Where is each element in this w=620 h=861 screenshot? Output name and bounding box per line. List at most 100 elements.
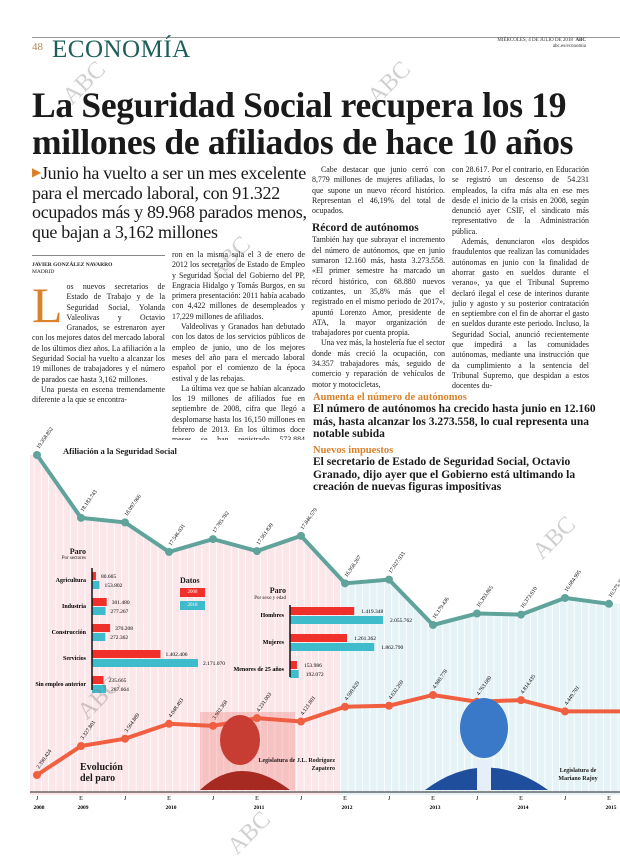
callout-kicker: Nuevos impuestos xyxy=(313,445,394,456)
sex-bar-value: 1.862.790 xyxy=(381,645,403,651)
sector-category: Sin empleo anterior xyxy=(35,682,86,688)
sex-chart-title: Paro xyxy=(269,586,286,595)
paragraph: Valdeolivas y Granados han debutado con … xyxy=(172,322,305,383)
paro-point xyxy=(429,690,437,699)
afiliacion-point xyxy=(253,547,261,556)
afiliacion-point xyxy=(473,609,481,618)
legislature-zapatero: Legislatura de J.L. Rodríguez Zapatero xyxy=(258,758,336,772)
sector-bar-value: 1.402.406 xyxy=(165,652,187,658)
column-4: con 28.617. Por el contrario, en Educaci… xyxy=(452,165,589,392)
sector-bar-value: 235.665 xyxy=(109,678,127,684)
sector-bar-value: 370.208 xyxy=(115,626,133,632)
place: MADRID xyxy=(32,269,55,275)
x-year-label: 2011 xyxy=(254,805,265,811)
paragraph: con 28.617. Por el contrario, en Educaci… xyxy=(452,165,589,236)
subhead: Récord de autónomos xyxy=(312,222,419,235)
zapatero-photo xyxy=(200,712,295,790)
sector-bar-2008 xyxy=(92,650,161,658)
paragraph: También hay que subrayar el incremento d… xyxy=(312,235,445,338)
legend-2018: 2018 xyxy=(180,601,205,610)
x-tick-label: E xyxy=(255,796,259,802)
sex-bar-value: 1.261.362 xyxy=(354,636,376,642)
byline: JAVIER GONZÁLEZ NAVARRO MADRID xyxy=(32,255,165,276)
sector-bar-2008 xyxy=(92,676,104,684)
sector-bar-2018 xyxy=(92,659,198,667)
sex-chart-subtitle: Por sexo y edad xyxy=(254,596,286,601)
sex-bar-value: 153.986 xyxy=(304,663,322,669)
sector-bar-value: 287.664 xyxy=(111,687,129,693)
rajoy-photo xyxy=(425,698,548,790)
sex-category: Menores de 25 años xyxy=(234,667,285,673)
x-year-label: 2009 xyxy=(78,805,89,811)
drop-cap: L xyxy=(32,277,63,333)
callout-kicker: Aumenta el número de autónomos xyxy=(313,392,467,403)
sector-chart-title: Paro xyxy=(69,547,86,556)
x-year-label: 2015 xyxy=(606,805,617,811)
sector-chart-subtitle: Por sectores xyxy=(61,556,86,561)
sector-bar-value: 272.362 xyxy=(110,635,128,641)
paro-point xyxy=(385,701,393,710)
x-tick-label: J xyxy=(212,796,215,802)
callout-text: El número de autónomos ha crecido hasta … xyxy=(313,403,596,440)
sex-bar-value: 192.072 xyxy=(306,672,324,678)
paro-point xyxy=(517,696,525,705)
paro-point xyxy=(33,771,41,779)
afiliacion-point xyxy=(341,579,349,588)
x-tick-label: J xyxy=(36,796,39,802)
sector-bar-2018 xyxy=(92,607,106,615)
sex-bar-2008 xyxy=(290,634,348,642)
afiliacion-point xyxy=(121,518,129,527)
web: abc.es/economia xyxy=(552,44,586,49)
afiliacion-point xyxy=(209,535,217,544)
x-tick-label: E xyxy=(431,796,435,802)
afiliacion-title: Afiliación a la Seguridad Social xyxy=(63,446,177,456)
paro-title: Evolución del paro xyxy=(80,762,123,784)
sector-category: Servicios xyxy=(63,656,87,662)
dateline: MIÉRCOLES, 4 DE JULIO DE 2018 ABC abc.es/… xyxy=(480,38,586,50)
legend-2008: 2008 xyxy=(180,588,205,597)
paro-point xyxy=(165,719,173,728)
column-3: Cabe destacar que junio cerró con 8,779 … xyxy=(312,165,445,390)
sex-bar-2008 xyxy=(290,661,297,669)
sex-category: Hombres xyxy=(260,613,284,619)
paragraph: Una puesta en escena tremendamente difer… xyxy=(32,384,165,405)
paro-point xyxy=(297,717,305,726)
sector-bar-value: 153.802 xyxy=(105,583,123,589)
sector-bar-2008 xyxy=(92,572,96,580)
sector-bar-value: 2.171.070 xyxy=(203,661,225,667)
x-tick-label: E xyxy=(343,796,347,802)
lead-text: Junio ha vuelto a ser un mes excelente p… xyxy=(32,163,307,242)
paro-point xyxy=(121,734,129,743)
headline: La Seguridad Social recupera los 19 mill… xyxy=(32,85,574,162)
paro-point xyxy=(209,721,217,730)
paragraph: Además, denunciaron «los despidos fraudu… xyxy=(452,237,589,391)
legislature-rajoy: Legislatura de Mariano Rajoy xyxy=(558,768,598,782)
sex-bar-value: 2.055.762 xyxy=(390,618,412,624)
x-year-label: 2008 xyxy=(34,805,45,811)
lead: ▶Junio ha vuelto a ser un mes excelente … xyxy=(32,163,307,242)
x-tick-label: E xyxy=(79,796,83,802)
sector-bar-value: 80.665 xyxy=(101,574,116,580)
afiliacion-point xyxy=(33,451,41,459)
x-tick-label: E xyxy=(607,796,611,802)
afiliacion-point xyxy=(561,593,569,602)
section-title: ECONOMÍA xyxy=(52,36,191,63)
paro-point xyxy=(561,707,569,716)
sector-category: Industria xyxy=(62,604,86,610)
brand: ABC xyxy=(575,38,586,43)
sector-bar-value: 277.267 xyxy=(111,609,129,615)
legend-title: Datos xyxy=(180,576,200,585)
triangle-icon: ▶ xyxy=(32,165,41,179)
afiliacion-point xyxy=(77,513,85,522)
paragraph: ron en la misma sala el 3 de enero de 20… xyxy=(172,250,305,321)
sex-category: Mujeres xyxy=(263,640,285,646)
afiliacion-point xyxy=(297,531,305,540)
paro-line xyxy=(35,692,620,777)
paro-point xyxy=(341,702,349,711)
sex-bar-value: 1.419.348 xyxy=(361,609,383,615)
sector-bar-2018 xyxy=(92,685,107,693)
x-year-label: 2010 xyxy=(166,805,177,811)
author: JAVIER GONZÁLEZ NAVARRO xyxy=(32,262,113,268)
paragraph: os nuevos secretarios de Estado de Traba… xyxy=(32,282,166,384)
